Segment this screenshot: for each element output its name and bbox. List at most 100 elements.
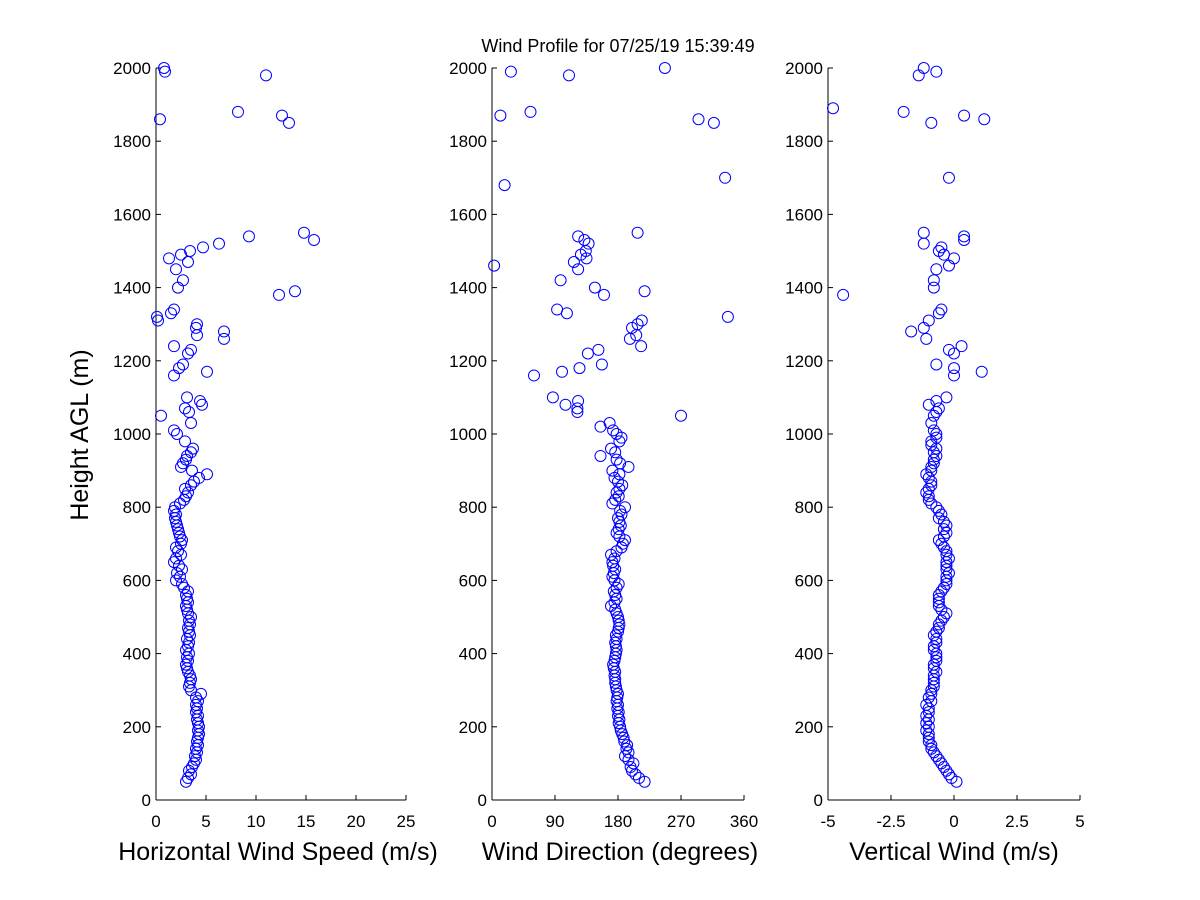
data-point — [631, 226, 644, 239]
data-point — [922, 720, 935, 733]
data-point — [922, 728, 935, 741]
data-point — [185, 479, 197, 492]
data-point — [932, 245, 945, 257]
panel-1: 0 200 400 600 800 1000 1200 1400 1600 1800 2000 0 5 1… — [113, 59, 438, 866]
data-point — [610, 428, 623, 440]
data-point — [935, 614, 948, 627]
data-point — [624, 761, 637, 774]
data-point — [182, 665, 194, 678]
data-point — [581, 347, 594, 360]
data-point — [930, 665, 943, 678]
data-point — [613, 468, 626, 481]
y-tick-label: 1600 — [449, 205, 487, 224]
data-point — [935, 585, 948, 598]
y-tick-label: 800 — [459, 498, 487, 517]
data-point — [606, 464, 619, 477]
y-tick-label: 0 — [478, 791, 487, 810]
data-point — [917, 226, 930, 239]
data-point — [182, 772, 194, 785]
data-point — [948, 362, 960, 375]
data-point — [190, 321, 202, 334]
data-point — [927, 424, 940, 437]
data-point — [610, 581, 623, 594]
data-point — [613, 618, 626, 631]
data-point — [927, 453, 940, 466]
data-point — [633, 772, 645, 785]
x-tick-label: 20 — [347, 812, 366, 831]
data-point — [606, 497, 619, 510]
data-point — [182, 486, 194, 499]
data-point — [927, 274, 940, 287]
data-point — [692, 113, 705, 126]
x-tick-label: 0 — [487, 812, 496, 831]
data-point — [183, 764, 195, 777]
data-point — [181, 449, 193, 462]
data-point — [606, 556, 619, 569]
data-point — [675, 409, 687, 422]
data-point — [930, 632, 943, 645]
data-point — [170, 574, 182, 587]
data-point — [573, 362, 586, 375]
data-point — [171, 428, 183, 440]
data-point — [563, 69, 575, 82]
data-point — [622, 746, 635, 759]
data-point — [174, 497, 186, 510]
data-point — [193, 471, 205, 484]
data-point — [213, 237, 225, 250]
y-tick-label: 1800 — [113, 132, 151, 151]
data-point — [308, 234, 320, 247]
data-point — [935, 603, 948, 616]
y-tick-label: 800 — [795, 498, 823, 517]
data-point — [243, 230, 255, 243]
data-point — [927, 662, 940, 675]
data-point — [930, 358, 943, 371]
data-point — [187, 442, 199, 455]
y-tick-label: 1200 — [113, 352, 151, 371]
data-point — [940, 548, 953, 561]
data-point — [168, 424, 180, 437]
data-point — [197, 241, 209, 254]
data-point — [185, 343, 197, 356]
data-point — [631, 318, 644, 331]
data-point — [179, 482, 191, 495]
data-point — [191, 735, 203, 748]
data-point — [927, 676, 940, 689]
data-point — [218, 332, 230, 345]
data-point — [152, 314, 164, 327]
y-tick-label: 2000 — [785, 59, 823, 78]
x-tick-label: 0 — [949, 812, 958, 831]
data-point — [623, 332, 636, 345]
data-point — [168, 340, 180, 353]
x-tick-label: 0 — [151, 812, 160, 831]
data-point — [942, 567, 955, 580]
data-point — [930, 750, 943, 763]
data-point — [920, 717, 933, 730]
y-tick-label: 0 — [814, 791, 823, 810]
x-axis-label: Wind Direction (degrees) — [482, 838, 759, 866]
data-point — [932, 592, 945, 605]
data-point — [182, 255, 194, 268]
data-point — [608, 552, 621, 565]
data-point — [930, 431, 943, 444]
data-point — [925, 417, 938, 430]
data-point — [958, 230, 971, 243]
data-point — [932, 753, 945, 766]
y-tick-label: 600 — [459, 571, 487, 590]
data-point — [614, 457, 627, 470]
data-point — [837, 288, 850, 301]
x-tick-label: 10 — [247, 812, 266, 831]
data-point — [930, 428, 943, 440]
data-point — [922, 691, 935, 704]
data-point — [594, 449, 607, 462]
data-point — [638, 285, 651, 298]
data-point — [897, 105, 910, 118]
data-point — [942, 259, 955, 272]
data-point — [942, 768, 955, 781]
x-tick-label: 5 — [1075, 812, 1084, 831]
data-point — [922, 735, 935, 748]
y-tick-label: 1800 — [785, 132, 823, 151]
x-tick-label: 25 — [397, 812, 416, 831]
data-point — [283, 116, 295, 129]
data-point — [610, 526, 623, 539]
